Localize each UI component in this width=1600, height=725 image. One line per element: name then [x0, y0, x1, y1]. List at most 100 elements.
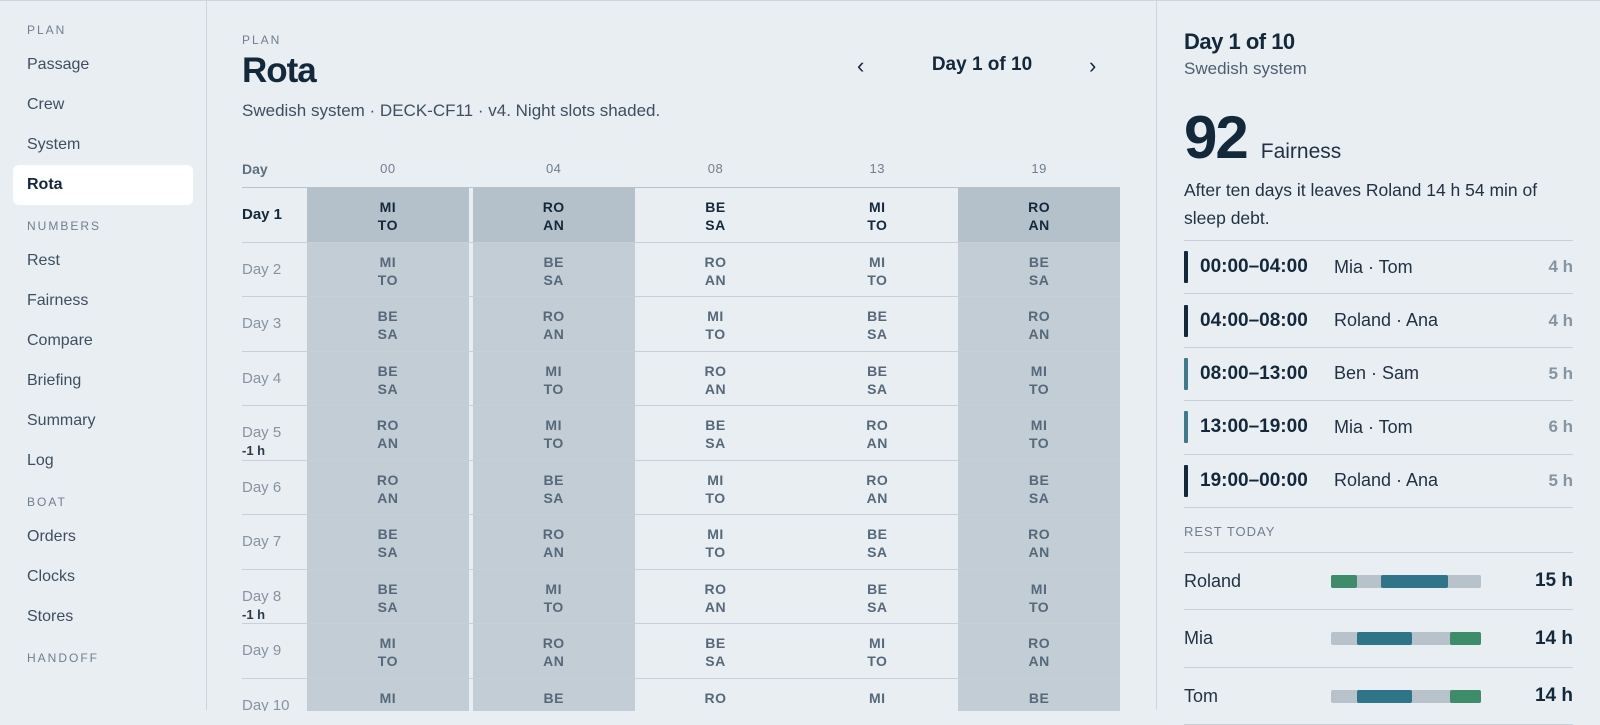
slot-cell: MI TO	[635, 515, 797, 569]
crew-code: TO	[377, 653, 398, 669]
crew-code: BE	[705, 199, 726, 215]
crew-code: SA	[867, 544, 888, 560]
crew-code: MI	[379, 199, 397, 215]
day-label: Day 4	[242, 369, 282, 387]
rota-table: Day 00 04 08 13 19 Day 1 MI TO RO AN BE SA MI TO RO AN Da…	[242, 151, 1120, 711]
rota-row: Day 3 BE SA RO AN MI TO BE SA RO AN	[242, 297, 1120, 352]
crew-code: RO	[542, 308, 565, 324]
rota-row: Day 6 RO AN BE SA MI TO RO AN BE SA	[242, 460, 1120, 515]
rota-row: Day 7 BE SA RO AN MI TO BE SA RO AN	[242, 515, 1120, 570]
nav-section: NUMBERS Rest Fairness Compare Briefing Summar…	[0, 219, 206, 481]
rest-track	[1331, 632, 1481, 646]
rest-segment	[1356, 689, 1412, 703]
crew-code: TO	[705, 544, 726, 560]
crew-code: TO	[1028, 380, 1050, 397]
crew-code: SA	[867, 326, 888, 342]
crew-code: BE	[377, 362, 399, 379]
rest-hours: 14 h	[1534, 685, 1573, 707]
rest-segment	[1449, 689, 1481, 703]
description: After ten days it leaves Roland 14 h 54 …	[1184, 180, 1538, 228]
watch-accent	[1184, 411, 1188, 444]
nav-item[interactable]: Log	[27, 452, 54, 469]
day-header: Day	[242, 161, 268, 177]
nav-item[interactable]: Briefing	[27, 372, 82, 389]
crew-code: RO	[1028, 526, 1051, 542]
crew-code: TO	[867, 271, 888, 288]
crew-code: MI	[1030, 580, 1048, 597]
crew-code: MI	[1030, 362, 1048, 379]
crew-code: AN	[543, 326, 565, 342]
nav-item[interactable]: Clocks	[27, 568, 76, 585]
day-note: -1 h	[242, 443, 266, 458]
slot-header: 00	[380, 161, 396, 176]
nav-item[interactable]: System	[27, 136, 81, 153]
crew-code: AN	[1028, 653, 1050, 669]
crew-code: RO	[1028, 199, 1051, 215]
crew-code: SA	[377, 598, 399, 615]
nav-item[interactable]: Summary	[27, 412, 96, 429]
nav-section: PLAN Passage Crew System Rota	[0, 23, 206, 205]
watch-crew: Roland · Ana	[1334, 470, 1439, 491]
nav-item[interactable]: Compare	[27, 332, 93, 349]
crew-code: BE	[1028, 471, 1050, 488]
day-cell: Day 8 -1 h	[242, 570, 307, 624]
rest-segment	[1449, 632, 1481, 646]
crew-code: RO	[704, 689, 727, 706]
crew-code: TO	[377, 217, 398, 233]
rest-track	[1331, 574, 1481, 588]
main: PLAN Rota Swedish system · DECK-CF11 · v…	[207, 0, 1156, 711]
crew-code: RO	[866, 471, 889, 488]
crew-code: AN	[704, 271, 727, 288]
nav-item[interactable]: Rota	[13, 165, 193, 205]
crew-code: MI	[707, 471, 724, 488]
crew-code: BE	[1028, 253, 1050, 270]
crew-code: MI	[379, 635, 397, 651]
panel-title: Day 1 of 10	[1184, 29, 1295, 54]
nav-item[interactable]: Orders	[27, 528, 76, 545]
slot-header: 08	[707, 161, 724, 176]
section-title: HANDOFF	[27, 651, 99, 665]
crew-code: RO	[542, 199, 565, 215]
crew-code: RO	[704, 580, 727, 597]
watch-row: 04:00–08:00 Roland · Ana 4 h	[1184, 293, 1573, 346]
crew-code: RO	[704, 362, 727, 379]
nav-item[interactable]: Passage	[27, 56, 90, 73]
crew-code: SA	[1028, 271, 1050, 288]
day-label: Day 6	[242, 478, 282, 496]
crew-code: TO	[543, 435, 564, 451]
crew-code: MI	[869, 253, 886, 270]
crew-code: TO	[307, 707, 469, 712]
crew-code: AN	[543, 544, 565, 560]
crew-code: SA	[377, 544, 399, 560]
nav-item[interactable]: Rest	[27, 252, 60, 269]
score-value: 92	[1184, 104, 1249, 171]
watch-hours: 4 h	[1548, 310, 1573, 330]
crew-code: MI	[707, 526, 724, 542]
nav-item[interactable]: Crew	[27, 96, 65, 113]
next-button[interactable]: ›	[1089, 53, 1097, 78]
crew-code: SA	[543, 271, 564, 288]
rest-segment	[1356, 632, 1412, 646]
nav-item[interactable]: Fairness	[27, 292, 89, 309]
nav-item[interactable]: Stores	[27, 608, 74, 625]
section-title: NUMBERS	[27, 219, 102, 233]
slot-cell: MI TO	[307, 624, 469, 678]
prev-button[interactable]: ‹	[857, 53, 865, 78]
rest-row: Tom 14 h	[1184, 668, 1573, 725]
crew-code: TO	[543, 380, 564, 397]
rota-row: Day 4 BE SA MI TO RO AN BE SA MI TO	[242, 351, 1120, 406]
